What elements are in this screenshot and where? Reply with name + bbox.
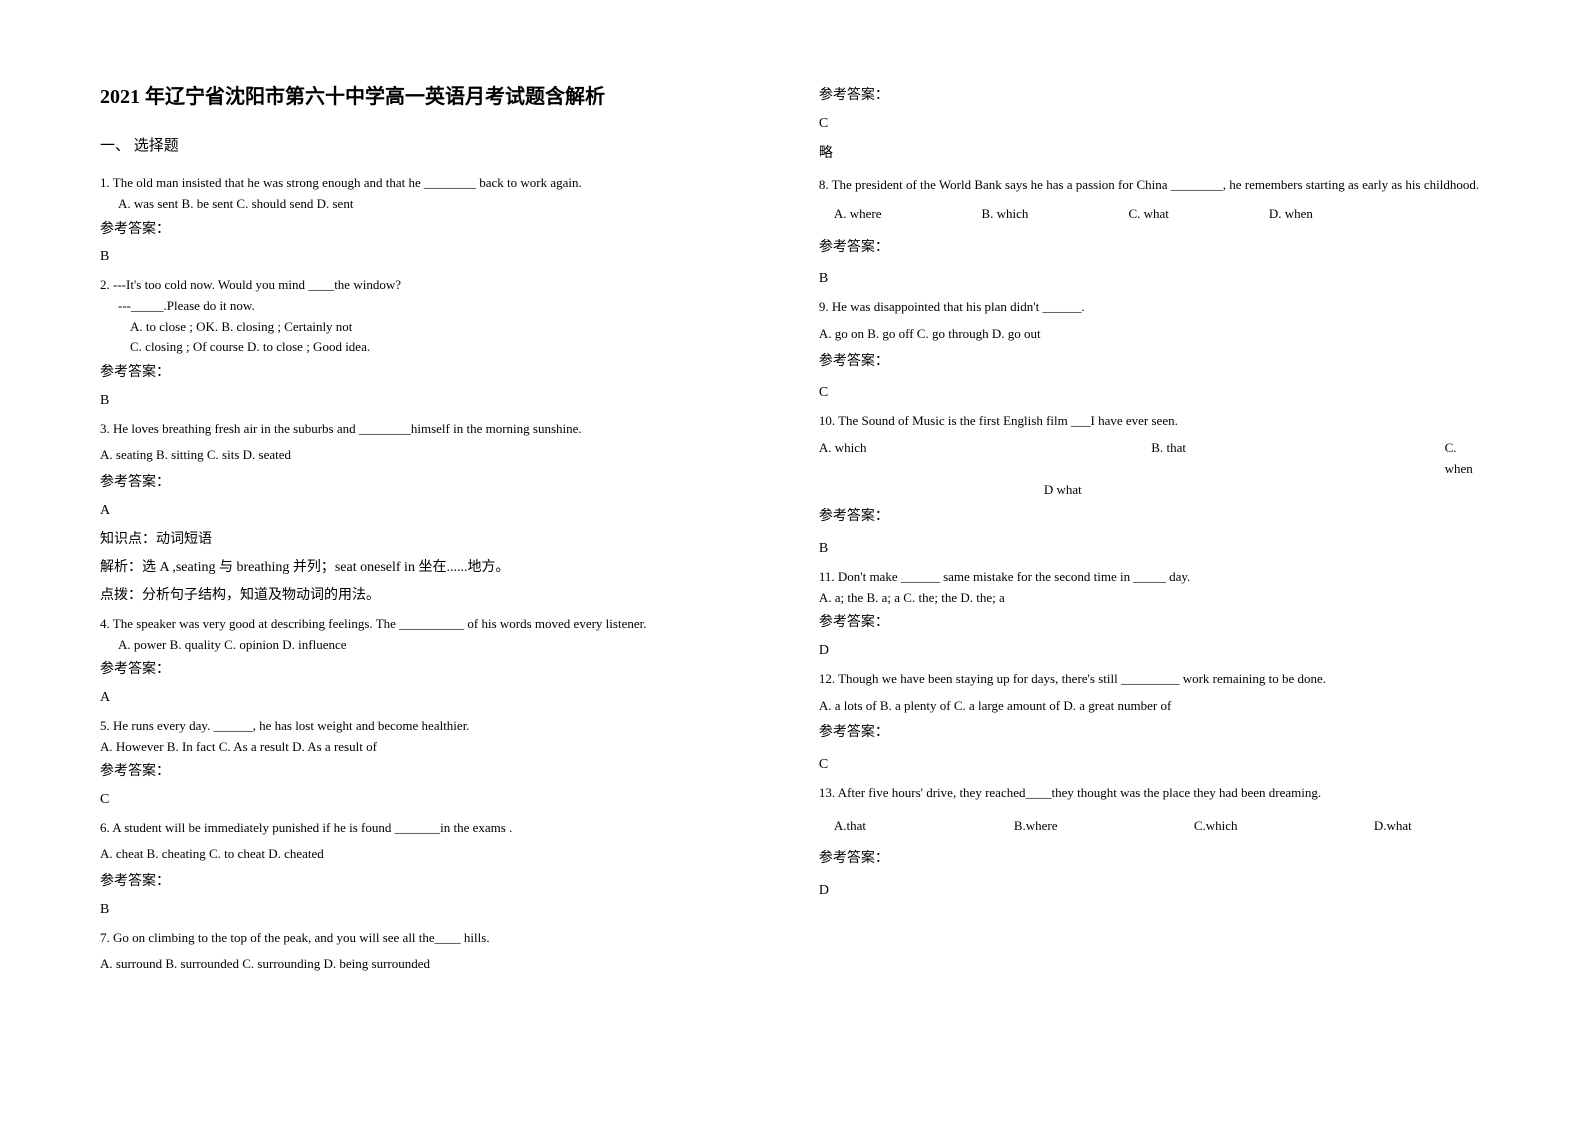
answer-label: 参考答案： <box>819 612 1487 634</box>
option-a: A. where <box>834 204 882 225</box>
answer-value: B <box>100 902 759 918</box>
options: A. a; the B. a; a C. the; the D. the; a <box>819 588 1487 609</box>
answer-label: 参考答案： <box>100 472 759 494</box>
answer-label: 参考答案： <box>819 84 1487 104</box>
answer-extra: 略 <box>819 142 1487 162</box>
options: A. power B. quality C. opinion D. influe… <box>118 635 759 656</box>
question-text: 5. He runs every day. ______, he has los… <box>100 716 759 737</box>
answer-value: B <box>819 541 1487 557</box>
question-1: 1. The old man insisted that he was stro… <box>100 173 759 241</box>
question-text: 3. He loves breathing fresh air in the s… <box>100 419 759 440</box>
options: A. where B. which C. what D. when <box>834 204 1487 225</box>
answer-value: B <box>819 271 1487 287</box>
answer-label: 参考答案： <box>100 761 759 783</box>
option-c: C. when <box>1445 438 1487 480</box>
explanation: 知识点：动词短语 <box>100 529 759 551</box>
question-4: 4. The speaker was very good at describi… <box>100 614 759 682</box>
option-b: B. that <box>1151 438 1444 480</box>
options: A. cheat B. cheating C. to cheat D. chea… <box>100 844 759 865</box>
answer-value: C <box>819 385 1487 401</box>
left-column: 2021 年辽宁省沈阳市第六十中学高一英语月考试题含解析 一、 选择题 1. T… <box>100 80 759 1042</box>
right-column: 参考答案： C 略 8. The president of the World … <box>819 80 1487 1042</box>
question-line2: ---_____.Please do it now. <box>118 296 759 317</box>
question-text: 10. The Sound of Music is the first Engl… <box>819 411 1487 432</box>
options: A. go on B. go off C. go through D. go o… <box>819 324 1487 345</box>
options: A. surround B. surrounded C. surrounding… <box>100 954 759 975</box>
options: A. seating B. sitting C. sits D. seated <box>100 445 759 466</box>
section-header: 一、 选择题 <box>100 134 759 155</box>
option-c: C. what <box>1128 204 1168 225</box>
document-title: 2021 年辽宁省沈阳市第六十中学高一英语月考试题含解析 <box>100 80 759 109</box>
question-text: 2. ---It's too cold now. Would you mind … <box>100 275 759 296</box>
question-5: 5. He runs every day. ______, he has los… <box>100 716 759 784</box>
option-b: B.where <box>1014 816 1194 837</box>
question-3: 3. He loves breathing fresh air in the s… <box>100 419 759 495</box>
question-text: 4. The speaker was very good at describi… <box>100 614 759 635</box>
option-d: D.what <box>1374 816 1412 837</box>
answer-label: 参考答案： <box>819 237 1487 259</box>
answer-value: C <box>819 116 1487 132</box>
question-text: 7. Go on climbing to the top of the peak… <box>100 928 759 949</box>
question-text: 8. The president of the World Bank says … <box>819 172 1487 198</box>
options: A. a lots of B. a plenty of C. a large a… <box>819 696 1487 717</box>
option-a: A.that <box>834 816 1014 837</box>
answer-value: C <box>100 792 759 808</box>
option-d: D. when <box>1269 204 1313 225</box>
option-d: D what <box>1044 480 1487 501</box>
question-text: 1. The old man insisted that he was stro… <box>100 173 759 194</box>
question-text: 11. Don't make ______ same mistake for t… <box>819 567 1487 588</box>
answer-value: D <box>819 883 1487 899</box>
answer-label: 参考答案： <box>819 722 1487 744</box>
options: A.that B.where C.which D.what <box>834 816 1487 837</box>
question-text: 12. Though we have been staying up for d… <box>819 669 1487 690</box>
options: C. closing ; Of course D. to close ; Goo… <box>130 337 759 358</box>
answer-label: 参考答案： <box>819 506 1487 528</box>
options: A. to close ; OK. B. closing ; Certainly… <box>130 317 759 338</box>
answer-value: A <box>100 690 759 706</box>
answer-value: B <box>100 393 759 409</box>
answer-value: C <box>819 757 1487 773</box>
explanation: 点拨：分析句子结构，知道及物动词的用法。 <box>100 585 759 607</box>
question-10: 10. The Sound of Music is the first Engl… <box>819 411 1487 529</box>
options: A. which B. that C. when <box>819 438 1487 480</box>
question-7: 7. Go on climbing to the top of the peak… <box>100 928 759 976</box>
question-9: 9. He was disappointed that his plan did… <box>819 297 1487 373</box>
answer-value: B <box>100 249 759 265</box>
question-text: 6. A student will be immediately punishe… <box>100 818 759 839</box>
answer-value: D <box>819 643 1487 659</box>
question-6: 6. A student will be immediately punishe… <box>100 818 759 894</box>
explanation: 解析：选 A ,seating 与 breathing 并列；seat ones… <box>100 557 759 579</box>
options: A. However B. In fact C. As a result D. … <box>100 737 759 758</box>
answer-label: 参考答案： <box>819 848 1487 870</box>
answer-label: 参考答案： <box>100 659 759 681</box>
answer-label: 参考答案： <box>100 871 759 893</box>
answer-label: 参考答案： <box>100 219 759 241</box>
option-c: C.which <box>1194 816 1374 837</box>
question-8: 8. The president of the World Bank says … <box>819 172 1487 259</box>
options: A. was sent B. be sent C. should send D.… <box>118 194 759 215</box>
question-13: 13. After five hours' drive, they reache… <box>819 783 1487 871</box>
question-2: 2. ---It's too cold now. Would you mind … <box>100 275 759 385</box>
question-12: 12. Though we have been staying up for d… <box>819 669 1487 745</box>
question-11: 11. Don't make ______ same mistake for t… <box>819 567 1487 635</box>
question-text: 13. After five hours' drive, they reache… <box>819 783 1487 804</box>
answer-label: 参考答案： <box>819 351 1487 373</box>
answer-value: A <box>100 503 759 519</box>
option-a: A. which <box>819 438 1151 480</box>
answer-label: 参考答案： <box>100 362 759 384</box>
option-b: B. which <box>981 204 1028 225</box>
question-text: 9. He was disappointed that his plan did… <box>819 297 1487 318</box>
